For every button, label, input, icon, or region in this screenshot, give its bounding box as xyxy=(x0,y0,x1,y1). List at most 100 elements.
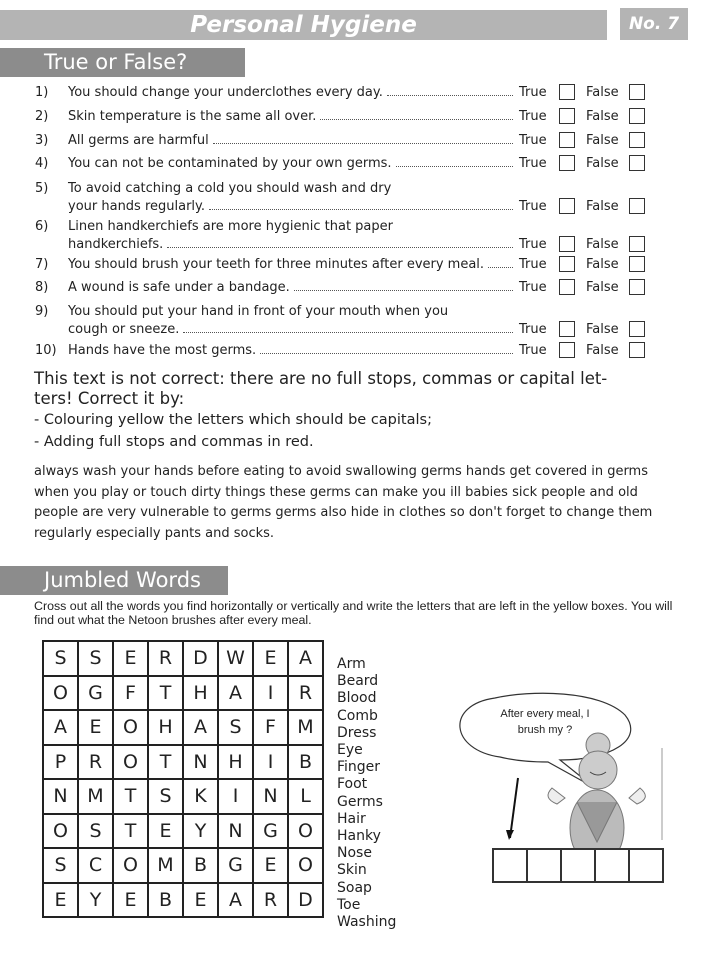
grid-cell[interactable]: T xyxy=(112,778,149,815)
grid-cell[interactable]: R xyxy=(77,743,114,780)
grid-cell[interactable]: S xyxy=(147,778,184,815)
false-checkbox[interactable] xyxy=(629,155,645,171)
grid-cell[interactable]: T xyxy=(112,812,149,849)
grid-cell[interactable]: E xyxy=(112,640,149,677)
grid-cell[interactable]: A xyxy=(182,709,219,746)
false-checkbox[interactable] xyxy=(629,198,645,214)
question-text: your hands regularly. xyxy=(68,199,206,214)
grid-cell[interactable]: A xyxy=(287,640,324,677)
grid-cell[interactable]: B xyxy=(147,881,184,918)
grid-cell[interactable]: M xyxy=(147,847,184,884)
grid-cell[interactable]: N xyxy=(252,778,289,815)
grid-cell[interactable]: B xyxy=(182,847,219,884)
grid-cell[interactable]: H xyxy=(147,709,184,746)
true-label: True xyxy=(519,256,547,272)
true-checkbox[interactable] xyxy=(559,342,575,358)
grid-cell[interactable]: S xyxy=(42,640,79,677)
grid-cell[interactable]: B xyxy=(287,743,324,780)
grid-cell[interactable]: I xyxy=(252,743,289,780)
grid-cell[interactable]: M xyxy=(77,778,114,815)
grid-cell[interactable]: R xyxy=(252,881,289,918)
grid-cell[interactable]: A xyxy=(42,709,79,746)
grid-cell[interactable]: P xyxy=(42,743,79,780)
dotted-leader xyxy=(260,353,513,354)
false-checkbox[interactable] xyxy=(629,84,645,100)
grid-cell[interactable]: O xyxy=(112,847,149,884)
false-checkbox[interactable] xyxy=(629,236,645,252)
dotted-leader xyxy=(212,143,513,144)
grid-cell[interactable]: D xyxy=(287,881,324,918)
grid-cell[interactable]: H xyxy=(217,743,254,780)
grid-cell[interactable]: I xyxy=(252,674,289,711)
grid-cell[interactable]: R xyxy=(287,674,324,711)
false-checkbox[interactable] xyxy=(629,256,645,272)
grid-cell[interactable]: N xyxy=(217,812,254,849)
grid-cell[interactable]: Y xyxy=(182,812,219,849)
grid-cell[interactable]: E xyxy=(147,812,184,849)
grid-cell[interactable]: F xyxy=(252,709,289,746)
grid-cell[interactable]: E xyxy=(252,640,289,677)
grid-cell[interactable]: O xyxy=(112,709,149,746)
grid-cell[interactable]: D xyxy=(182,640,219,677)
true-checkbox[interactable] xyxy=(559,279,575,295)
false-label: False xyxy=(586,84,619,100)
grid-cell[interactable]: E xyxy=(77,709,114,746)
answer-box[interactable] xyxy=(560,848,596,883)
answer-box[interactable] xyxy=(594,848,630,883)
grid-cell[interactable]: O xyxy=(42,812,79,849)
answer-box[interactable] xyxy=(628,848,664,883)
grid-cell[interactable]: T xyxy=(147,743,184,780)
dotted-leader xyxy=(183,332,513,333)
grid-cell[interactable]: N xyxy=(182,743,219,780)
grid-cell[interactable]: E xyxy=(252,847,289,884)
grid-cell[interactable]: M xyxy=(287,709,324,746)
grid-cell[interactable]: O xyxy=(287,812,324,849)
false-checkbox[interactable] xyxy=(629,132,645,148)
grid-cell[interactable]: S xyxy=(42,847,79,884)
grid-cell[interactable]: G xyxy=(77,674,114,711)
question-text: Hands have the most germs. xyxy=(68,343,257,358)
grid-cell[interactable]: O xyxy=(42,674,79,711)
true-checkbox[interactable] xyxy=(559,256,575,272)
grid-cell[interactable]: N xyxy=(42,778,79,815)
grid-cell[interactable]: H xyxy=(182,674,219,711)
true-checkbox[interactable] xyxy=(559,198,575,214)
grid-cell[interactable]: K xyxy=(182,778,219,815)
true-checkbox[interactable] xyxy=(559,132,575,148)
grid-cell[interactable]: A xyxy=(217,881,254,918)
false-checkbox[interactable] xyxy=(629,108,645,124)
grid-cell[interactable]: E xyxy=(42,881,79,918)
true-checkbox[interactable] xyxy=(559,108,575,124)
word-list-item: Beard xyxy=(337,673,379,690)
grid-cell[interactable]: O xyxy=(287,847,324,884)
grid-cell[interactable]: I xyxy=(217,778,254,815)
grid-cell[interactable]: E xyxy=(182,881,219,918)
grid-cell[interactable]: A xyxy=(217,674,254,711)
answer-box[interactable] xyxy=(492,848,528,883)
true-checkbox[interactable] xyxy=(559,155,575,171)
grid-cell[interactable]: S xyxy=(77,812,114,849)
grid-cell[interactable]: S xyxy=(217,709,254,746)
true-checkbox[interactable] xyxy=(559,84,575,100)
grid-cell[interactable]: Y xyxy=(77,881,114,918)
false-checkbox[interactable] xyxy=(629,342,645,358)
grid-cell[interactable]: W xyxy=(217,640,254,677)
grid-cell[interactable]: O xyxy=(112,743,149,780)
grid-cell[interactable]: L xyxy=(287,778,324,815)
grid-cell[interactable]: T xyxy=(147,674,184,711)
false-label: False xyxy=(586,108,619,124)
grid-cell[interactable]: F xyxy=(112,674,149,711)
false-checkbox[interactable] xyxy=(629,321,645,337)
grid-cell[interactable]: G xyxy=(252,812,289,849)
grid-cell[interactable]: E xyxy=(112,881,149,918)
false-checkbox[interactable] xyxy=(629,279,645,295)
question-text: handkerchiefs. xyxy=(68,237,164,252)
grid-cell[interactable]: G xyxy=(217,847,254,884)
grid-cell[interactable]: C xyxy=(77,847,114,884)
grid-cell[interactable]: R xyxy=(147,640,184,677)
answer-box[interactable] xyxy=(526,848,562,883)
true-checkbox[interactable] xyxy=(559,236,575,252)
true-checkbox[interactable] xyxy=(559,321,575,337)
grid-cell[interactable]: S xyxy=(77,640,114,677)
